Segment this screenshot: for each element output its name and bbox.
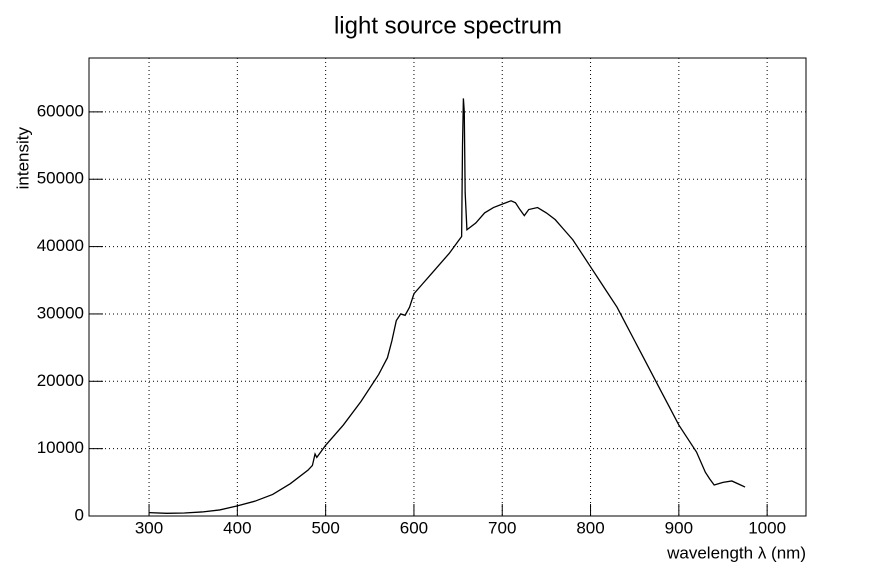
x-tick-label: 300 — [135, 518, 163, 537]
x-tick-label: 600 — [400, 518, 428, 537]
y-tick-label: 10000 — [37, 438, 84, 457]
x-tick-label: 900 — [665, 518, 693, 537]
x-tick-label: 500 — [311, 518, 339, 537]
x-tick-label: 400 — [223, 518, 251, 537]
x-tick-label: 700 — [488, 518, 516, 537]
y-tick-label: 0 — [75, 505, 84, 524]
y-tick-label: 60000 — [37, 101, 84, 120]
plot-frame — [88, 57, 807, 517]
x-axis-label: wavelength λ (nm) — [666, 543, 806, 562]
y-axis-label: intensity — [13, 127, 32, 190]
y-tick-label: 50000 — [37, 169, 84, 188]
y-tick-label: 40000 — [37, 236, 84, 255]
y-tick-label: 20000 — [37, 371, 84, 390]
chart-title: light source spectrum — [334, 12, 562, 39]
y-tick-label: 30000 — [37, 303, 84, 322]
data-line — [149, 98, 746, 514]
x-tick-label: 1000 — [748, 518, 786, 537]
x-tick-label: 800 — [576, 518, 604, 537]
